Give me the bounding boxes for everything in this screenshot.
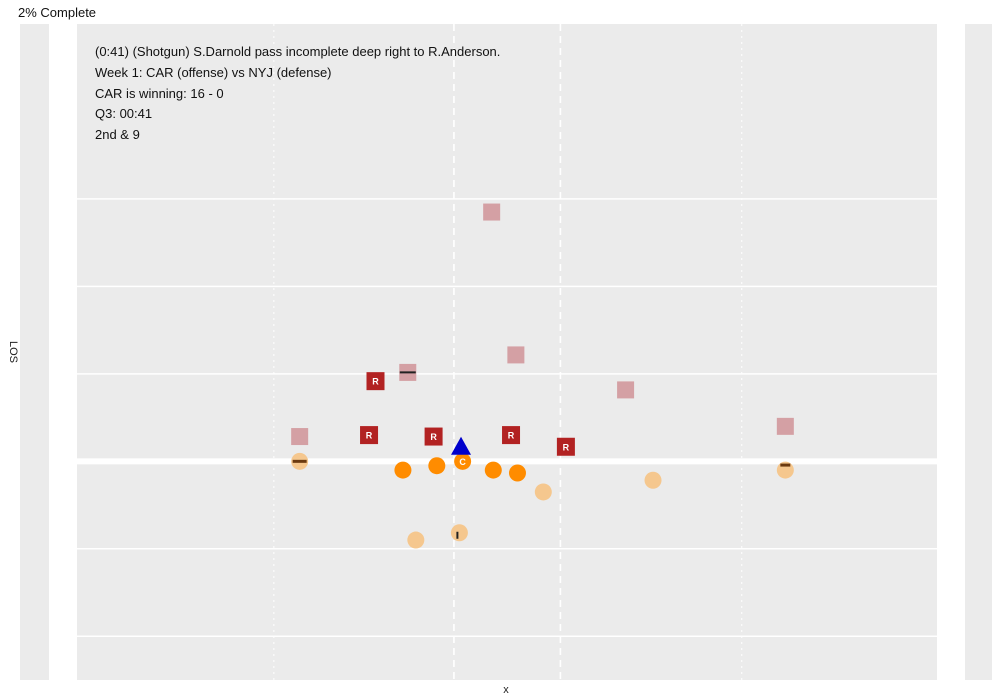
down-distance-info: 2nd & 9 — [95, 127, 140, 142]
pass-rusher-label: R — [372, 377, 379, 387]
pass-rusher-label: R — [508, 431, 515, 441]
play-info: (0:41) (Shotgun) S.Darnold pass incomple… — [95, 44, 500, 142]
offensive-lineman-marker — [484, 461, 502, 479]
progress-label: 2% Complete — [18, 5, 96, 20]
offensive-lineman-marker — [428, 457, 446, 475]
clock-info: Q3: 00:41 — [95, 106, 152, 121]
pass-rusher-label: R — [430, 432, 437, 442]
panel-background — [20, 24, 992, 680]
score-info: CAR is winning: 16 - 0 — [95, 86, 224, 101]
y-axis-label: LOS — [7, 341, 19, 363]
sideline-left — [49, 24, 77, 680]
offensive-skill-marker — [407, 531, 425, 549]
pass-rusher-marker — [360, 426, 379, 445]
defender-marker — [776, 417, 794, 435]
offensive-lineman-marker — [394, 461, 412, 479]
center-label: C — [459, 457, 466, 467]
offensive-lineman-marker — [508, 464, 526, 482]
defender-marker — [291, 428, 309, 446]
matchup-info: Week 1: CAR (offense) vs NYJ (defense) — [95, 65, 332, 80]
player-marks: R R R R R C — [291, 203, 794, 549]
ball-marker — [451, 436, 472, 455]
pass-rusher-marker — [424, 427, 443, 446]
pass-rusher-marker — [502, 426, 521, 445]
x-axis-label: x — [503, 684, 509, 696]
defender-marker — [617, 381, 635, 399]
gridlines — [77, 24, 937, 680]
defender-marker — [483, 203, 501, 221]
offensive-lineman-marker — [454, 452, 472, 470]
pass-rusher-label: R — [563, 442, 570, 452]
offensive-skill-marker — [450, 524, 468, 542]
defender-marker — [507, 346, 525, 364]
offensive-skill-marker — [534, 483, 552, 501]
pass-rusher-marker — [556, 437, 575, 456]
offensive-skill-marker — [644, 471, 662, 489]
play-description: (0:41) (Shotgun) S.Darnold pass incomple… — [95, 44, 500, 59]
pass-rusher-marker — [366, 372, 385, 391]
sideline-right — [937, 24, 965, 680]
field — [20, 24, 992, 680]
pass-rusher-label: R — [366, 431, 373, 441]
